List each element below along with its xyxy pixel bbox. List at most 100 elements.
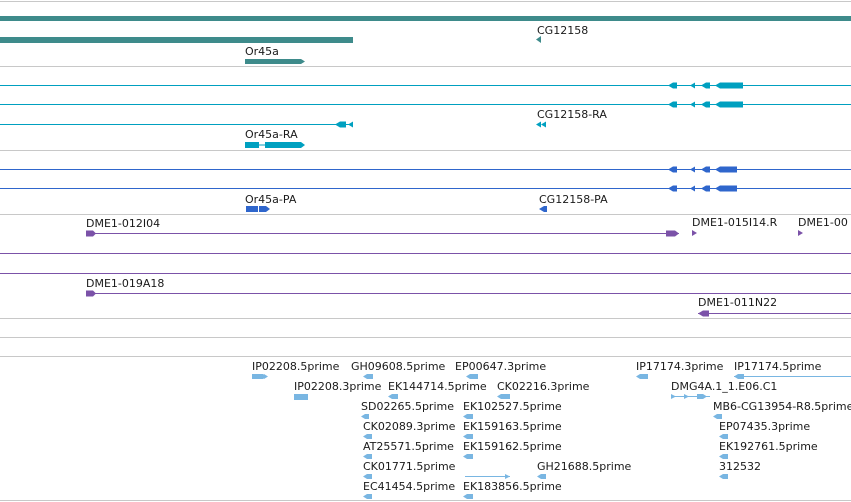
- est-arrow[interactable]: [684, 394, 689, 399]
- exon-arrow[interactable]: [541, 121, 546, 128]
- cds-arrow[interactable]: [259, 206, 270, 212]
- clone-label[interactable]: DME1-015I14.R: [692, 216, 778, 229]
- est-arrow[interactable]: [463, 434, 473, 439]
- est-arrow[interactable]: [719, 434, 728, 439]
- est-label[interactable]: CK02089.3prime: [363, 420, 456, 433]
- est-arrow[interactable]: [363, 474, 372, 479]
- est-label[interactable]: EP07435.3prime: [719, 420, 810, 433]
- est-label[interactable]: CK01771.5prime: [363, 460, 456, 473]
- est-arrow[interactable]: [505, 474, 510, 479]
- est-label[interactable]: GH21688.5prime: [537, 460, 632, 473]
- est-label[interactable]: SD02265.5prime: [361, 400, 454, 413]
- exon-block[interactable]: [245, 142, 259, 148]
- exon-arrow[interactable]: [701, 82, 710, 89]
- est-label[interactable]: 312532: [719, 460, 761, 473]
- exon-arrow[interactable]: [668, 82, 677, 89]
- est-arrow[interactable]: [497, 394, 510, 399]
- cds-arrow[interactable]: [715, 185, 737, 192]
- est-arrow[interactable]: [252, 374, 267, 379]
- est-arrow[interactable]: [671, 394, 676, 399]
- exon-arrow[interactable]: [668, 101, 677, 108]
- est-label[interactable]: EC41454.5prime: [363, 480, 455, 493]
- clone-end-arrow[interactable]: [666, 230, 679, 237]
- est-block[interactable]: [294, 394, 308, 400]
- cds-arrow[interactable]: [701, 166, 710, 173]
- clone-label[interactable]: DME1-012I04: [86, 217, 160, 230]
- est-arrow[interactable]: [537, 474, 546, 479]
- est-label[interactable]: EK159162.5prime: [463, 440, 562, 453]
- est-arrow[interactable]: [363, 454, 372, 459]
- est-arrow[interactable]: [264, 374, 268, 379]
- cds-arrow[interactable]: [690, 185, 695, 192]
- clone-end-arrow[interactable]: [698, 310, 709, 317]
- est-label[interactable]: IP17174.3prime: [636, 360, 724, 373]
- cds-arrow[interactable]: [701, 185, 710, 192]
- cds-block[interactable]: [246, 206, 258, 212]
- exon-arrow[interactable]: [715, 101, 743, 108]
- est-label[interactable]: EK159163.5prime: [463, 420, 562, 433]
- est-arrow[interactable]: [466, 374, 478, 379]
- gene-span-bar[interactable]: [0, 16, 851, 21]
- est-arrow[interactable]: [697, 394, 707, 399]
- exon-arrow[interactable]: [335, 121, 346, 128]
- gene-bar[interactable]: [0, 37, 353, 43]
- exon-arrow[interactable]: [701, 101, 710, 108]
- clone-end-arrow[interactable]: [86, 230, 96, 237]
- exon-arrow[interactable]: [690, 82, 695, 89]
- clone-label[interactable]: DME1-00: [798, 216, 848, 229]
- est-arrow[interactable]: [719, 474, 728, 479]
- exon-arrow[interactable]: [690, 101, 695, 108]
- est-label[interactable]: IP17174.5prime: [734, 360, 822, 373]
- exon-arrow[interactable]: [265, 142, 305, 148]
- gene-label-or45a[interactable]: Or45a: [245, 45, 279, 58]
- est-arrow[interactable]: [361, 414, 369, 419]
- clone-end-arrow[interactable]: [798, 230, 803, 236]
- est-arrow[interactable]: [388, 394, 398, 399]
- est-label[interactable]: MB6-CG13954-R8.5prime: [713, 400, 851, 413]
- transcript-label-or45a-ra[interactable]: Or45a-RA: [245, 128, 298, 141]
- clone-end-arrow[interactable]: [86, 290, 96, 297]
- cds-arrow[interactable]: [690, 166, 695, 173]
- est-arrow[interactable]: [713, 414, 722, 419]
- protein-label-or45a-pa[interactable]: Or45a-PA: [245, 193, 297, 206]
- gene-feature-or45a[interactable]: [245, 59, 305, 64]
- clone-label[interactable]: DME1-019A18: [86, 277, 164, 290]
- est-arrow[interactable]: [463, 454, 473, 459]
- clone-end-arrow[interactable]: [692, 230, 697, 236]
- est-arrow[interactable]: [734, 374, 744, 379]
- est-label[interactable]: AT25571.5prime: [363, 440, 454, 453]
- est-label[interactable]: DMG4A.1_1.E06.C1: [671, 380, 777, 393]
- est-label[interactable]: IP02208.5prime: [252, 360, 340, 373]
- est-arrow[interactable]: [363, 434, 372, 439]
- cds-arrow[interactable]: [539, 206, 547, 212]
- est-label[interactable]: CK02216.3prime: [497, 380, 590, 393]
- transcript-label-cg12158-ra[interactable]: CG12158-RA: [537, 108, 607, 121]
- clone-label[interactable]: DME1-011N22: [698, 296, 777, 309]
- protein-label-cg12158-pa[interactable]: CG12158-PA: [539, 193, 608, 206]
- est-label[interactable]: EK192761.5prime: [719, 440, 818, 453]
- est-arrow[interactable]: [636, 374, 648, 379]
- gene-feature-cg12158[interactable]: [536, 36, 541, 43]
- est-label[interactable]: GH09608.5prime: [351, 360, 446, 373]
- exon-arrow[interactable]: [715, 82, 743, 89]
- est-label[interactable]: EK102527.5prime: [463, 400, 562, 413]
- exon-arrow[interactable]: [536, 121, 541, 128]
- cds-arrow[interactable]: [668, 166, 677, 173]
- est-label[interactable]: EP00647.3prime: [455, 360, 546, 373]
- cds-arrow[interactable]: [668, 185, 677, 192]
- exon-arrow[interactable]: [348, 121, 353, 128]
- est-label[interactable]: EK183856.5prime: [463, 480, 562, 493]
- est-arrow[interactable]: [719, 454, 728, 459]
- cds-arrow[interactable]: [715, 166, 737, 173]
- transcript-track: Or45a-RA CG12158-RA: [0, 82, 851, 148]
- est-arrow[interactable]: [363, 494, 372, 499]
- est-arrow[interactable]: [463, 414, 473, 419]
- est-arrow[interactable]: [363, 374, 373, 379]
- est-label[interactable]: EK144714.5prime: [388, 380, 487, 393]
- est-arrow[interactable]: [463, 494, 473, 499]
- gene-label-cg12158[interactable]: CG12158: [537, 24, 588, 37]
- est-label[interactable]: IP02208.3prime: [294, 380, 382, 393]
- est-track: IP02208.5prime GH09608.5prime EP00647.3p…: [252, 360, 851, 499]
- protein-track: Or45a-PA CG12158-PA: [0, 166, 851, 212]
